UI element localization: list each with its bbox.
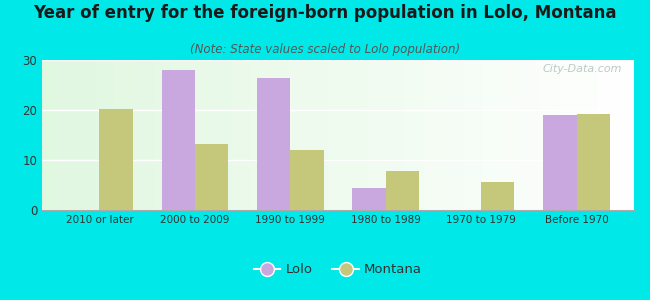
Bar	[195, 144, 228, 210]
Bar	[161, 70, 195, 210]
Text: City-Data.com: City-Data.com	[542, 64, 622, 74]
Bar	[257, 77, 291, 210]
Legend: Lolo, Montana: Lolo, Montana	[249, 258, 427, 281]
Bar	[481, 182, 515, 210]
Bar	[291, 150, 324, 210]
Bar	[385, 171, 419, 210]
Text: (Note: State values scaled to Lolo population): (Note: State values scaled to Lolo popul…	[190, 44, 460, 56]
Bar	[543, 115, 577, 210]
Bar	[99, 109, 133, 210]
Bar	[577, 113, 610, 210]
Bar	[352, 188, 385, 210]
Text: Year of entry for the foreign-born population in Lolo, Montana: Year of entry for the foreign-born popul…	[33, 4, 617, 22]
